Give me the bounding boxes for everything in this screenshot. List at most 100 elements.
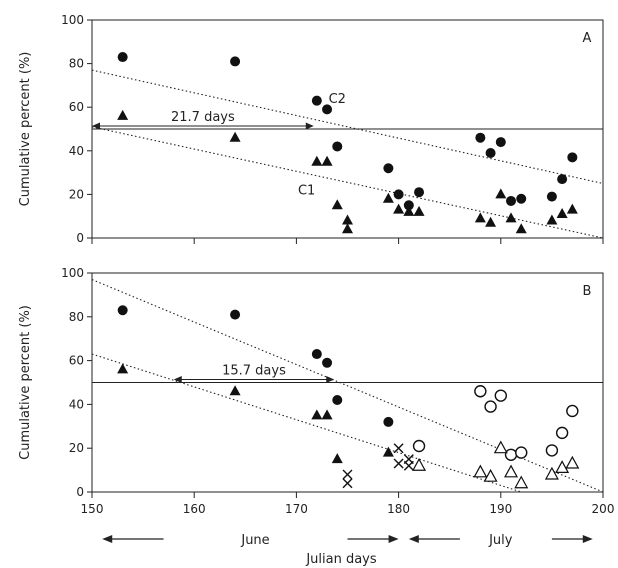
y-tick-label: 20 [69, 187, 84, 201]
data-point-filled-circle [230, 56, 241, 67]
x-tick-label: 190 [489, 502, 512, 516]
data-point-open-circle [566, 404, 579, 418]
data-point-filled-triangle [311, 409, 323, 420]
data-point-open-triangle [514, 475, 529, 489]
data-point-filled-circle [383, 416, 394, 427]
x-tick-label: 200 [592, 502, 615, 516]
data-point-open-triangle [544, 466, 559, 480]
month-arrow-right-head [388, 535, 399, 543]
data-point-filled-triangle [331, 199, 343, 210]
trend-line [91, 279, 604, 493]
data-point-filled-triangle [311, 155, 323, 166]
x-tick-label: 150 [81, 502, 104, 516]
panel-letter: B [583, 284, 592, 299]
data-point-open-circle [504, 448, 518, 461]
data-point-filled-circle [557, 174, 568, 185]
data-point-open-triangle [493, 440, 508, 454]
data-point-filled-triangle [474, 212, 486, 223]
data-point-filled-circle [117, 52, 128, 63]
y-tick-label: 60 [69, 100, 84, 114]
data-point-filled-circle [117, 305, 128, 316]
y-axis-title: Cumulative percent (%) [18, 52, 33, 207]
data-point-filled-triangle [515, 223, 527, 234]
month-label: July [488, 533, 513, 548]
data-point-open-circle [484, 400, 497, 413]
y-tick-label: 100 [61, 13, 84, 27]
data-point-filled-circle [485, 147, 496, 158]
data-point-open-circle [494, 389, 507, 402]
data-point-open-circle [545, 444, 559, 457]
data-point-cross [342, 478, 353, 489]
month-arrow-right-head [582, 535, 593, 543]
data-point-filled-triangle [566, 203, 578, 214]
series-label-c1: C1 [298, 183, 315, 198]
data-point-open-circle [474, 385, 487, 398]
data-point-filled-triangle [321, 409, 333, 420]
data-point-filled-triangle [342, 214, 353, 225]
data-point-filled-circle [311, 95, 322, 106]
data-point-open-triangle [473, 464, 488, 478]
data-point-filled-circle [311, 349, 322, 360]
days-label: 15.7 days [222, 364, 286, 379]
month-arrow-left-head [102, 535, 113, 543]
y-axis-title: Cumulative percent (%) [18, 305, 33, 460]
data-point-filled-circle [332, 141, 343, 152]
month-row: June July [102, 533, 593, 548]
data-point-open-circle [515, 446, 528, 459]
data-point-filled-circle [332, 395, 343, 406]
series-label-c2: C2 [329, 92, 346, 107]
data-point-open-triangle [483, 468, 498, 482]
data-point-filled-triangle [117, 109, 129, 120]
trend-line [91, 69, 604, 185]
data-point-filled-triangle [229, 131, 241, 142]
trend-line [91, 353, 522, 493]
data-point-open-triangle [412, 457, 427, 471]
panel-b: 0 20 40 60 80 100 150 160 170 180 190 200 Cumulative… [18, 266, 614, 516]
data-point-filled-triangle [413, 205, 425, 216]
data-point-filled-circle [414, 187, 425, 198]
data-point-filled-triangle [556, 208, 568, 219]
data-point-open-circle [412, 439, 426, 453]
data-point-filled-circle [495, 137, 506, 148]
data-point-cross [393, 443, 404, 454]
y-tick-label: 40 [69, 397, 84, 411]
data-point-filled-triangle [485, 216, 497, 227]
data-point-filled-triangle [495, 188, 507, 199]
data-point-filled-triangle [321, 155, 333, 166]
days-arrow-head-right [326, 376, 335, 383]
panel-letter: A [583, 31, 592, 46]
month-arrow-left-head [408, 535, 419, 543]
data-point-filled-triangle [117, 363, 129, 374]
data-point-filled-circle [546, 191, 557, 202]
data-point-filled-circle [322, 104, 333, 115]
data-point-filled-triangle [403, 205, 415, 216]
y-tick-label: 0 [76, 485, 84, 499]
y-tick-label: 100 [61, 266, 84, 280]
data-point-open-triangle [565, 455, 580, 469]
data-point-filled-circle [230, 309, 241, 320]
month-label: June [240, 533, 269, 548]
data-point-filled-circle [393, 189, 404, 200]
data-point-filled-triangle [331, 453, 343, 464]
x-tick-label: 170 [285, 502, 308, 516]
days-arrow-head-right [305, 122, 314, 130]
data-point-filled-circle [475, 132, 486, 143]
data-point-filled-circle [506, 195, 517, 206]
data-point-filled-triangle [342, 223, 353, 234]
y-tick-label: 60 [69, 354, 84, 368]
days-label: 21.7 days [171, 110, 235, 125]
data-point-open-circle [555, 426, 569, 440]
data-point-filled-triangle [229, 385, 241, 396]
x-tick-label: 160 [183, 502, 206, 516]
data-point-open-triangle [555, 460, 570, 474]
data-point-filled-circle [516, 193, 527, 204]
data-point-filled-circle [322, 357, 333, 368]
data-point-filled-circle [383, 163, 394, 174]
data-point-filled-triangle [546, 214, 558, 225]
data-point-cross [403, 460, 414, 471]
data-point-filled-circle [567, 152, 578, 163]
days-arrow-head-left [173, 376, 182, 383]
y-tick-label: 80 [69, 57, 84, 71]
x-axis-title: Julian days [305, 552, 377, 567]
